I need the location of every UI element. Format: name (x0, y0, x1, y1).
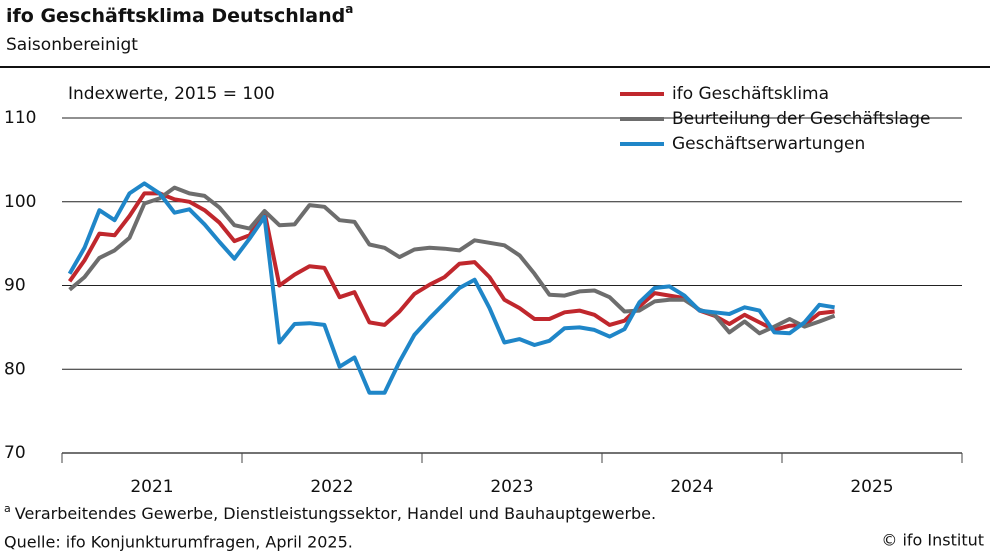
legend-label: Beurteilung der Geschäftslage (672, 109, 930, 129)
x-tick-label: 2025 (850, 477, 893, 497)
chart-title: ifo Geschäftsklima Deutschlanda (6, 2, 353, 27)
x-tick-label: 2024 (670, 477, 713, 497)
source: Quelle: ifo Konjunkturumfragen, April 20… (4, 533, 353, 552)
legend-label: ifo Geschäftsklima (672, 84, 829, 104)
y-tick-label: 70 (4, 443, 26, 463)
y-tick-label: 110 (4, 108, 36, 128)
y-tick-label: 100 (4, 192, 36, 212)
y-tick-label: 90 (4, 276, 26, 296)
footnote-mark: a (4, 502, 11, 515)
x-tick-label: 2023 (490, 477, 533, 497)
y-tick-label: 80 (4, 359, 26, 379)
series-line (67, 181, 835, 395)
footnote: a Verarbeitendes Gewerbe, Dienstleistungs… (4, 502, 656, 523)
copyright: © ifo Institut (881, 531, 984, 550)
footnote-text: Verarbeitendes Gewerbe, Dienstleistungss… (15, 504, 656, 523)
series-line (67, 191, 835, 332)
chart-subtitle: Saisonbereinigt (6, 35, 138, 55)
x-tick-label: 2022 (310, 477, 353, 497)
legend-label: Geschäftserwartungen (672, 134, 865, 154)
x-tick-label: 2021 (130, 477, 173, 497)
title-text: ifo Geschäftsklima Deutschland (6, 5, 345, 27)
y-axis-label: Indexwerte, 2015 = 100 (68, 84, 275, 104)
title-note: a (345, 2, 353, 16)
